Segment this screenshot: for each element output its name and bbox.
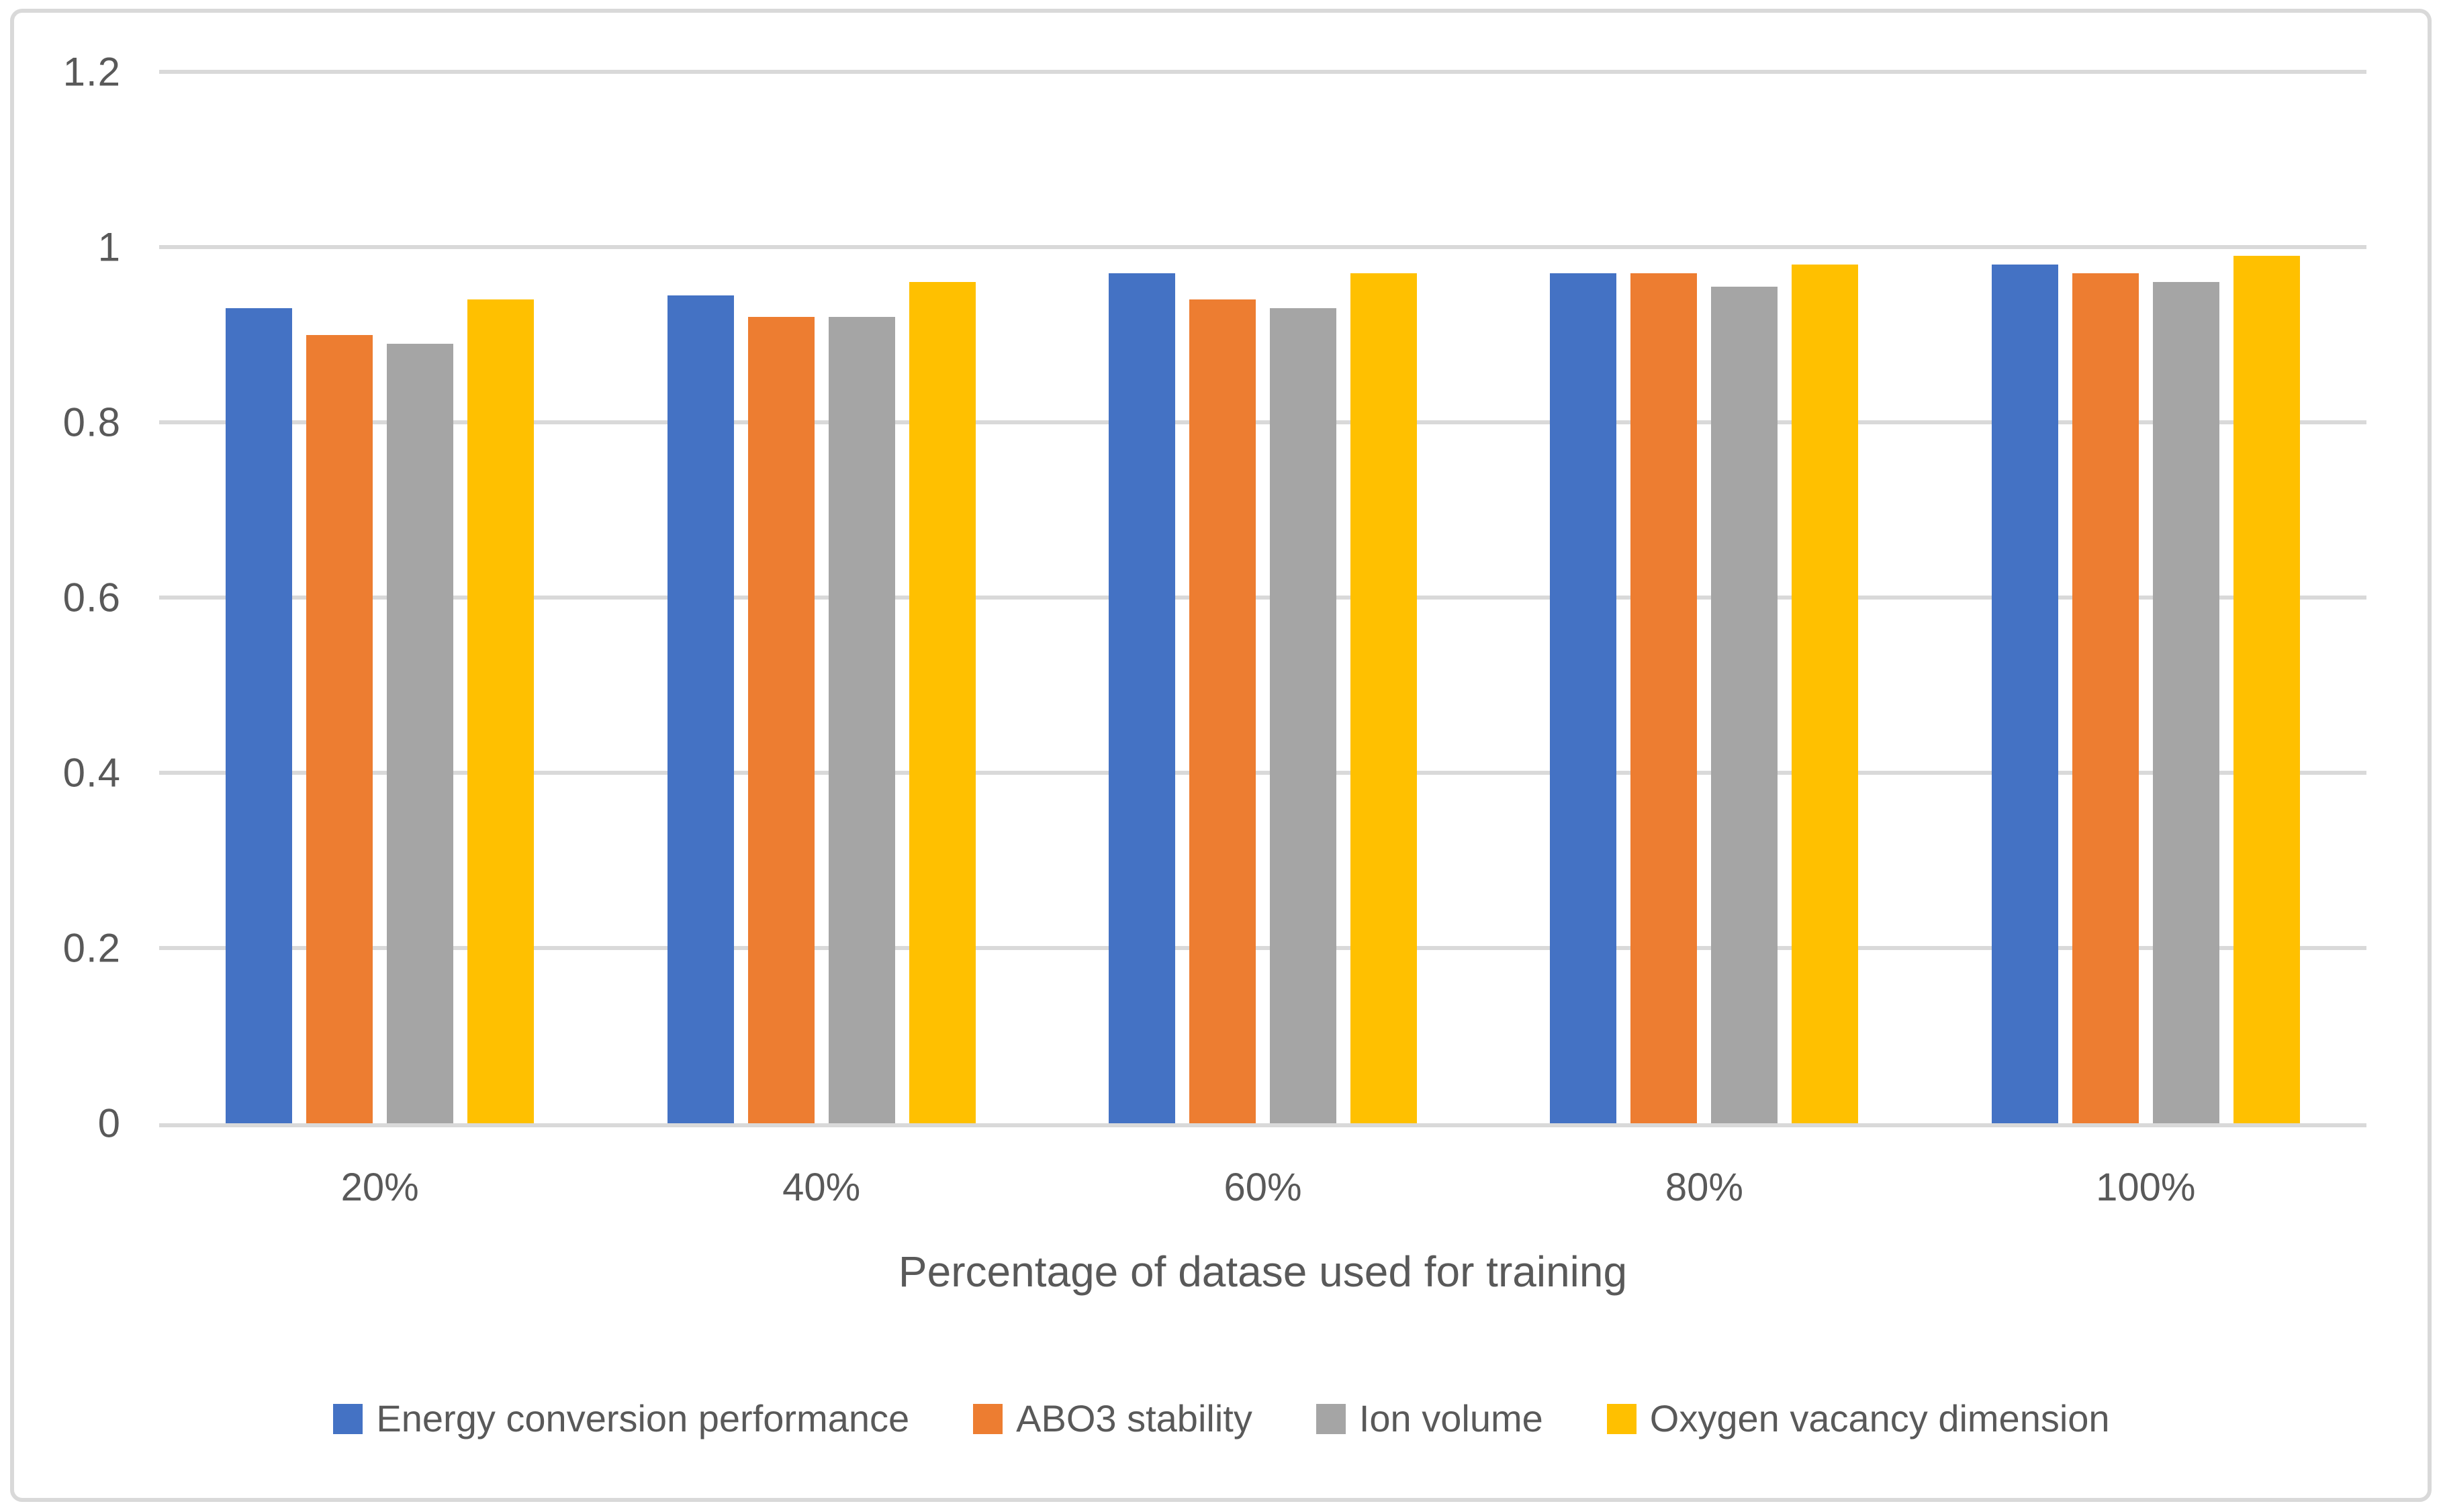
y-axis-tick-label: 0.4	[62, 750, 121, 796]
y-axis-tick-label: 1	[97, 224, 121, 270]
y-axis-tick-label: 0.8	[62, 399, 121, 445]
y-axis-tick-label: 0.2	[62, 925, 121, 971]
gridline	[159, 770, 2366, 775]
bar	[1270, 308, 1337, 1123]
gridline	[159, 1123, 2366, 1127]
legend-label: Energy conversion performance	[376, 1397, 910, 1439]
bar	[226, 308, 293, 1123]
y-axis-tick-label: 0.6	[62, 575, 121, 620]
x-axis: 20% 40% 60% 80% 100%	[159, 1168, 2366, 1207]
bar-group	[159, 72, 600, 1123]
legend-marker	[1316, 1403, 1346, 1434]
legend: Energy conversion performance ABO3 stabil…	[0, 1400, 2443, 1437]
legend-label: ABO3 stability	[1016, 1397, 1252, 1439]
x-axis-tick-label: 80%	[1665, 1166, 1743, 1209]
bar	[1189, 299, 1256, 1123]
bar	[2072, 273, 2139, 1123]
legend-item: Energy conversion performance	[333, 1400, 909, 1437]
legend-marker	[973, 1403, 1003, 1434]
gridline	[159, 946, 2366, 950]
bar-groups	[159, 72, 2366, 1123]
bar	[1792, 265, 1859, 1123]
bar	[1550, 273, 1617, 1123]
bar-group	[1925, 72, 2366, 1123]
y-axis-tick-label: 0	[97, 1100, 121, 1146]
y-axis-tick-label: 1.2	[62, 49, 121, 95]
bar	[1109, 273, 1176, 1123]
bar	[909, 282, 976, 1123]
x-axis-tick-label: 20%	[340, 1166, 419, 1209]
bar	[387, 343, 454, 1123]
legend-item: Ion volume	[1316, 1400, 1543, 1437]
x-axis-tick-label: 40%	[782, 1166, 861, 1209]
legend-item: ABO3 stability	[973, 1400, 1252, 1437]
y-axis: 1.2 1 0.8 0.6 0.4 0.2 0	[27, 50, 121, 1146]
gridline	[159, 420, 2366, 424]
legend-label: Oxygen vacancy dimension	[1649, 1397, 2110, 1439]
bar-group	[1483, 72, 1925, 1123]
bar	[747, 317, 815, 1123]
x-axis-title: Percentage of datase used for training	[898, 1247, 1628, 1296]
legend-label: Ion volume	[1358, 1397, 1543, 1439]
legend-marker	[1606, 1403, 1637, 1434]
legend-marker	[333, 1403, 363, 1434]
bar	[1630, 273, 1698, 1123]
x-axis-tick-label: 100%	[2096, 1166, 2196, 1209]
bar	[1991, 265, 2058, 1123]
bar	[306, 334, 373, 1123]
chart-border	[10, 9, 2432, 1502]
x-axis-tick-label: 60%	[1224, 1166, 1302, 1209]
bar	[2152, 282, 2219, 1123]
gridline	[159, 244, 2366, 249]
bar-group	[1042, 72, 1483, 1123]
bar	[1711, 286, 1778, 1123]
bar	[467, 299, 535, 1123]
bar	[1350, 273, 1418, 1123]
bar	[828, 317, 895, 1123]
bar	[2233, 256, 2300, 1123]
gridline	[159, 596, 2366, 600]
bar	[667, 295, 734, 1123]
gridline	[159, 70, 2366, 74]
bar-group	[600, 72, 1042, 1123]
legend-item: Oxygen vacancy dimension	[1606, 1397, 2110, 1439]
plot-area	[159, 70, 2366, 1127]
